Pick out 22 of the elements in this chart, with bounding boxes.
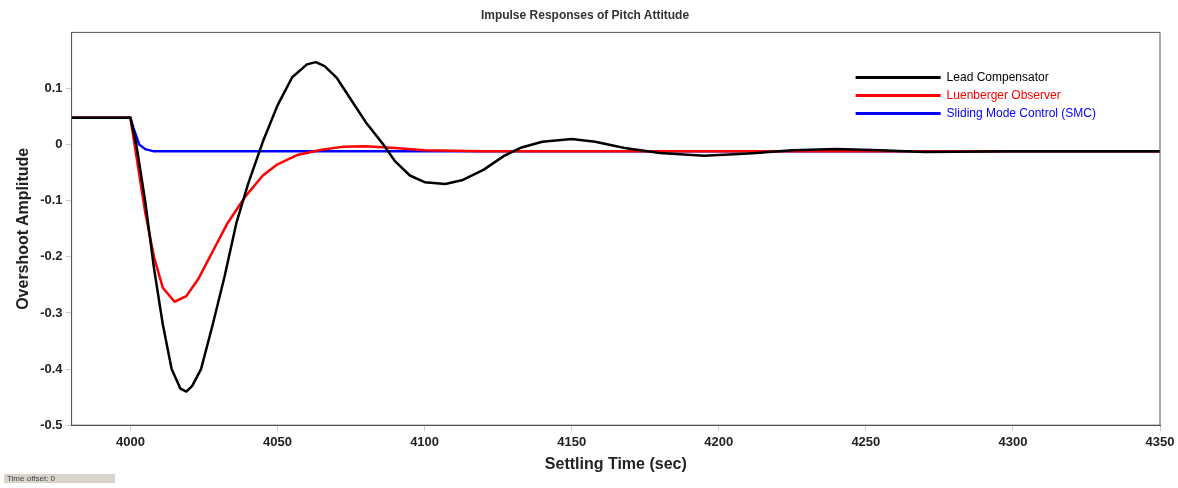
x-tick-label: 4050 — [263, 433, 292, 449]
y-tick-label: -0.2 — [40, 248, 63, 264]
text: Luenberger Observer — [946, 87, 1061, 102]
x-tick-label: 4300 — [998, 433, 1028, 449]
y-axis-title: Overshoot Amplitude — [14, 147, 32, 310]
text: Sliding Mode Control (SMC) — [946, 105, 1097, 120]
y-tick-label: -0.3 — [40, 304, 63, 320]
x-tick-label: 4100 — [410, 433, 440, 449]
y-tick-label: 0 — [55, 136, 63, 152]
y-tick-label: -0.1 — [40, 192, 63, 208]
x-tick-label: 4150 — [557, 433, 587, 449]
y-tick-label: 0.1 — [44, 80, 63, 96]
x-tick-label: 4200 — [704, 433, 734, 449]
y-tick-label: -0.5 — [40, 416, 63, 432]
status-field: Time offset: 0 — [4, 474, 116, 483]
x-tick-label: 4250 — [851, 433, 881, 449]
x-tick-label: 4000 — [115, 433, 145, 449]
text: Lead Compensator — [946, 69, 1049, 84]
chart-title: Impulse Responses of Pitch Attitude — [480, 7, 690, 22]
y-tick-label: -0.4 — [40, 360, 64, 376]
x-axis-title: Settling Time (sec) — [544, 454, 687, 472]
x-tick-label: 4350 — [1145, 433, 1175, 449]
